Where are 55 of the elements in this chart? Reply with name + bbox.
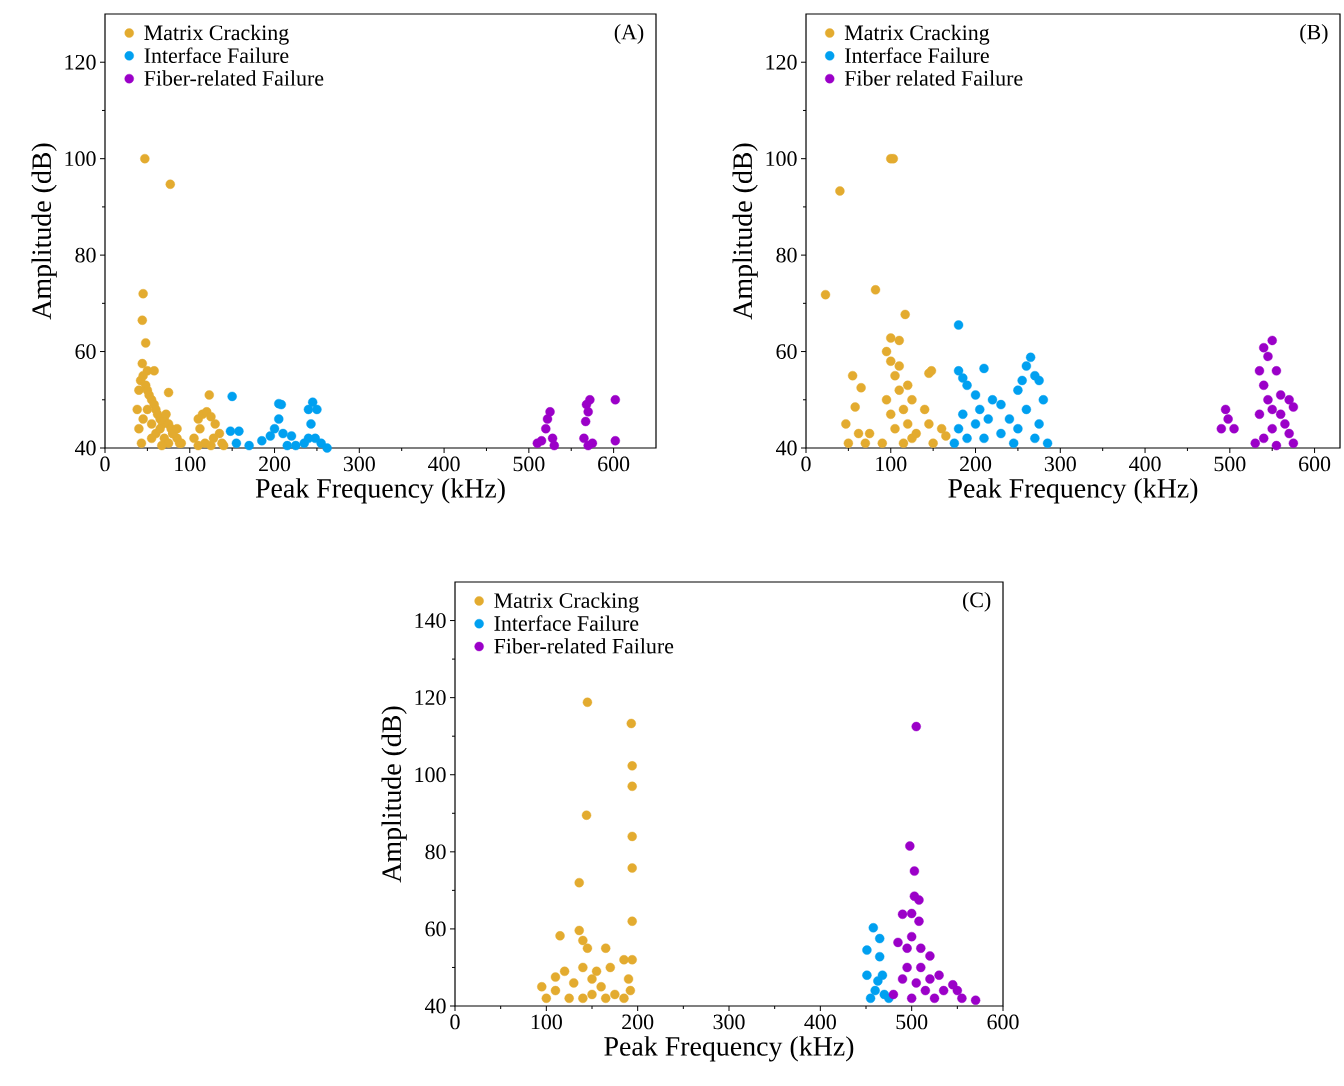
x-tick-label: 100	[876, 456, 907, 472]
x-tick-label: 0	[801, 456, 811, 472]
y-axis-title: Amplitude (dB)	[381, 706, 407, 883]
y-tick-label: 100	[766, 151, 797, 167]
x-tick-label: 600	[598, 456, 630, 472]
y-tick-label: 80	[75, 247, 96, 263]
x-axis-title: Peak Frequency (kHz)	[604, 1036, 854, 1062]
annotation: (B)	[1300, 24, 1328, 44]
x-tick-label: 400	[428, 456, 460, 472]
x-tick-label: 300	[713, 1014, 745, 1030]
y-tick-label: 40	[74, 440, 96, 456]
legend-label: Fiber-related Failure	[144, 70, 324, 86]
y-axis-title: Amplitude (dB)	[732, 143, 758, 320]
x-tick-label: 200	[960, 456, 992, 472]
x-tick-label: 500	[896, 1014, 928, 1030]
legend-label: Matrix Cracking	[494, 592, 639, 613]
y-tick-label: 100	[65, 151, 96, 167]
y-tick-label: 60	[776, 344, 797, 359]
x-tick-label: 100	[531, 1014, 562, 1030]
y-tick-label: 80	[776, 247, 797, 263]
x-tick-label: 400	[1129, 456, 1161, 472]
legend-label: Interface Failure	[845, 47, 989, 64]
x-tick-label: 500	[1214, 456, 1246, 472]
x-axis-title: Peak Frequency (kHz)	[255, 478, 505, 504]
x-tick-label: 500	[513, 456, 545, 472]
y-tick-label: 40	[775, 440, 797, 456]
legend-label: Interface Failure	[144, 47, 289, 64]
y-tick-label: 60	[425, 921, 446, 937]
annotation: (C)	[963, 591, 991, 612]
y-tick-label: 80	[425, 844, 446, 860]
x-tick-label: 0	[450, 1014, 460, 1030]
y-tick-label: 120	[65, 54, 96, 70]
legend-label: Interface Failure	[494, 615, 639, 631]
y-tick-label: 120	[415, 690, 446, 706]
y-axis-title: Amplitude (dB)	[31, 143, 57, 320]
x-tick-label: 400	[804, 1014, 836, 1030]
x-tick-label: 200	[622, 1014, 654, 1030]
y-tick-label: 40	[424, 998, 446, 1014]
legend-label: Matrix Cracking	[144, 24, 289, 45]
x-axis-title: Peak Frequency (kHz)	[948, 478, 1198, 504]
x-tick-label: 600	[987, 1014, 1019, 1030]
legend-label: Fiber-related Failure	[494, 638, 674, 654]
legend-label: Fiber related Failure	[844, 70, 1023, 86]
y-tick-label: 100	[415, 767, 446, 783]
x-tick-label: 300	[343, 456, 375, 472]
y-tick-label: 140	[415, 613, 446, 628]
x-tick-label: 0	[100, 456, 110, 472]
x-tick-label: 200	[259, 456, 291, 472]
annotation: (A)	[614, 24, 644, 44]
legend-label: Matrix Cracking	[844, 24, 990, 45]
y-tick-label: 60	[75, 344, 96, 359]
x-tick-label: 100	[175, 456, 206, 472]
x-tick-label: 600	[1299, 456, 1331, 472]
y-tick-label: 120	[766, 54, 797, 70]
x-tick-label: 300	[1044, 456, 1076, 472]
